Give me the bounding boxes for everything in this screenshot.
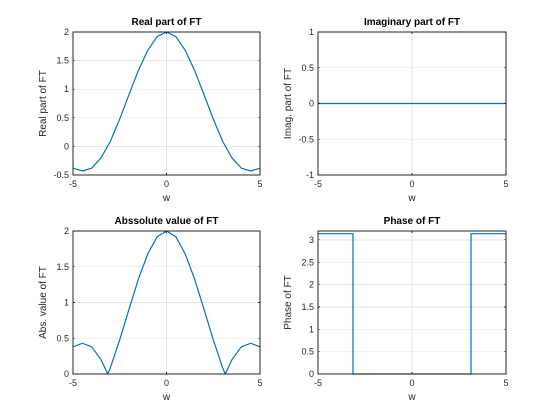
y-tick-label: 0.5 <box>56 333 69 343</box>
y-tick-label: 1 <box>309 324 314 334</box>
subplot-1: -5 0 5 -0.5 0 0.5 1 1.5 2 Real part of FT w Real pa… <box>38 17 263 204</box>
x-tick-label: 0 <box>164 179 169 189</box>
x-axis-label: w <box>162 193 171 204</box>
x-tick-label: -5 <box>69 179 77 189</box>
y-tick-label: 1 <box>64 298 69 308</box>
y-tick-label: 3 <box>309 235 314 245</box>
x-tick-label: -5 <box>69 378 77 388</box>
x-axis-label: w <box>162 392 171 403</box>
y-tick-label: 0 <box>64 369 69 379</box>
x-tick-label: 5 <box>503 179 508 189</box>
y-tick-label: 0 <box>309 369 314 379</box>
x-axis-label: w <box>407 392 416 403</box>
y-tick-label: 1 <box>309 27 314 37</box>
subplot-title: Phase of FT <box>384 216 441 227</box>
y-tick-label: 2 <box>309 280 314 290</box>
y-tick-label: 0.5 <box>301 63 314 73</box>
x-tick-label: -5 <box>314 179 322 189</box>
y-tick-label: -1 <box>306 170 314 180</box>
y-tick-label: -0.5 <box>298 134 314 144</box>
y-tick-label: 0 <box>64 141 69 151</box>
x-tick-label: 5 <box>503 378 508 388</box>
x-axis-label: w <box>407 193 416 204</box>
x-tick-label: 0 <box>409 378 414 388</box>
y-tick-label: 1.5 <box>56 262 69 272</box>
y-tick-label: 0.5 <box>56 113 69 123</box>
y-tick-label: 1.5 <box>56 56 69 66</box>
x-tick-label: 0 <box>409 179 414 189</box>
subplot-title: Abssolute value of FT <box>115 216 219 227</box>
subplot-title: Real part of FT <box>131 17 201 28</box>
x-tick-label: 5 <box>257 179 262 189</box>
y-axis-label: Phase of FT <box>283 275 294 329</box>
y-tick-label: 0.5 <box>301 347 314 357</box>
subplot-2: -5 0 5 -1 -0.5 0 0.5 1 Imaginary part of FT w Imag… <box>283 17 509 204</box>
x-tick-label: -5 <box>314 378 322 388</box>
y-axis-label: Abs. value of FT <box>38 266 49 339</box>
x-tick-label: 0 <box>164 378 169 388</box>
y-tick-label: 1 <box>64 84 69 94</box>
y-tick-label: 2.5 <box>301 257 314 267</box>
x-tick-label: 5 <box>257 378 262 388</box>
y-tick-label: 0 <box>309 99 314 109</box>
y-axis-label: Imag. part of FT <box>283 68 294 139</box>
y-axis-label: Real part of FT <box>38 70 49 137</box>
y-tick-label: -0.5 <box>53 170 69 180</box>
y-tick-label: 2 <box>64 226 69 236</box>
y-tick-label: 2 <box>64 27 69 37</box>
subplot-title: Imaginary part of FT <box>364 17 460 28</box>
y-tick-label: 1.5 <box>301 302 314 312</box>
